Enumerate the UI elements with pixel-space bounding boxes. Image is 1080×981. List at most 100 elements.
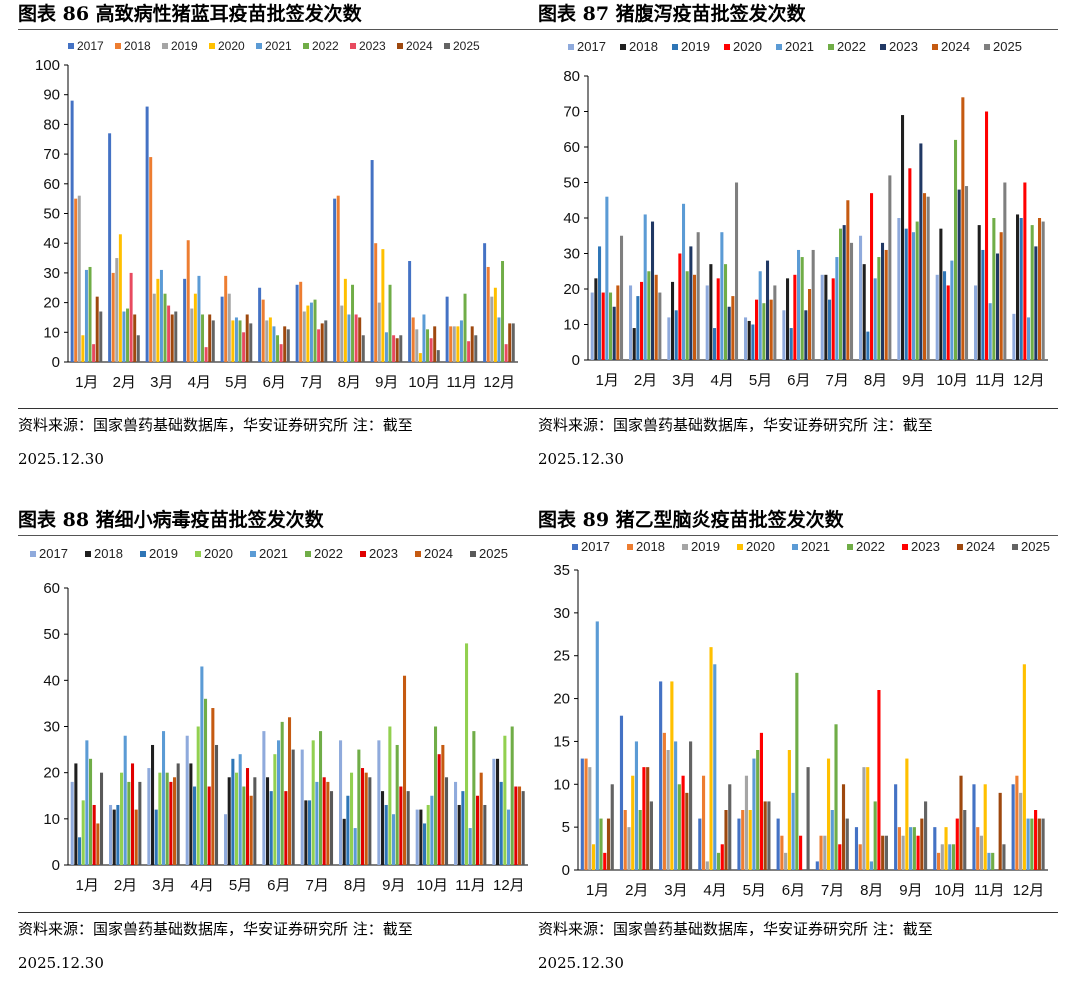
- legend-label: 2021: [265, 39, 292, 53]
- legend-swatch: [847, 544, 853, 550]
- bar: [866, 767, 870, 870]
- bar: [623, 810, 627, 870]
- y-tick-label: 80: [563, 68, 580, 85]
- x-tick-label: 5月: [225, 374, 248, 391]
- bar: [598, 246, 602, 360]
- bar: [418, 353, 422, 362]
- bar: [643, 214, 647, 360]
- bar: [174, 311, 178, 362]
- x-tick-label: 4月: [710, 372, 733, 389]
- bar: [828, 299, 832, 360]
- bar: [741, 810, 745, 870]
- y-tick-label: 40: [43, 235, 60, 252]
- y-tick-label: 10: [563, 317, 580, 334]
- bar: [324, 320, 328, 362]
- bar: [619, 235, 624, 360]
- bar: [444, 777, 449, 865]
- bar: [384, 332, 388, 362]
- legend-label: 2023: [889, 39, 918, 54]
- bar: [1030, 225, 1034, 360]
- bar: [346, 795, 350, 865]
- bar: [939, 228, 943, 360]
- bar-chart-87: 2017 2018 2019 2020 2021 2022 2023 2024 2025 0 10 2…: [563, 39, 1048, 389]
- bar: [99, 311, 103, 362]
- bar: [727, 306, 731, 360]
- bar: [490, 296, 494, 362]
- bar: [127, 781, 131, 865]
- y-tick-label: 25: [553, 648, 570, 665]
- bar: [908, 168, 912, 360]
- bar: [154, 809, 158, 865]
- bar: [339, 740, 343, 865]
- bar: [109, 804, 113, 865]
- legend-swatch: [984, 44, 990, 50]
- source-date-86: 2025.12.30: [18, 450, 104, 468]
- bar: [955, 818, 959, 870]
- bar: [231, 320, 235, 362]
- bar: [595, 621, 599, 870]
- bar: [894, 784, 898, 870]
- y-tick-label: 80: [43, 116, 60, 133]
- bar: [299, 281, 303, 362]
- bar: [249, 795, 253, 865]
- bar: [972, 784, 976, 870]
- y-tick-label: 40: [563, 210, 580, 227]
- bar: [475, 795, 480, 865]
- y-tick-label: 60: [43, 176, 60, 193]
- bar: [854, 827, 859, 870]
- bar: [169, 781, 173, 865]
- bar: [165, 772, 169, 865]
- bar: [791, 792, 795, 870]
- bar: [826, 758, 831, 870]
- y-tick-label: 10: [553, 776, 570, 793]
- bar: [454, 781, 458, 865]
- source-note-87: 资料来源：国家兽药基础数据库，华安证券研究所 注：截至: [538, 416, 933, 434]
- bar: [1026, 818, 1030, 870]
- title-divider: [538, 29, 1058, 30]
- legend-label: 2017: [577, 39, 606, 54]
- bar: [343, 278, 347, 362]
- bar: [496, 758, 500, 865]
- bar: [88, 266, 92, 362]
- legend-label: 2023: [911, 539, 940, 554]
- x-tick-label: 9月: [382, 877, 405, 894]
- bar: [897, 827, 901, 870]
- y-tick-label: 70: [43, 146, 60, 163]
- x-tick-label: 11月: [455, 877, 486, 894]
- bar: [701, 775, 706, 870]
- title-divider: [18, 29, 538, 30]
- x-tick-label: 12月: [483, 374, 515, 391]
- bar: [709, 264, 713, 360]
- bar: [1034, 810, 1038, 870]
- bar: [227, 293, 231, 362]
- bar: [603, 852, 607, 870]
- bar: [1019, 792, 1023, 870]
- y-tick-label: 50: [563, 175, 580, 192]
- x-tick-label: 1月: [595, 372, 618, 389]
- bar: [364, 772, 368, 865]
- bar: [350, 772, 354, 865]
- bar: [472, 731, 476, 865]
- bar: [716, 278, 720, 360]
- x-tick-label: 10月: [934, 882, 966, 899]
- source-note-86: 资料来源：国家兽药基础数据库，华安证券研究所 注：截至: [18, 416, 413, 434]
- bar: [130, 763, 135, 865]
- bar: [659, 681, 663, 870]
- bar: [311, 740, 315, 865]
- panel-chart-89: 图表 89 猪乙型脑炎疫苗批签发次数 2017 2018 2019 2020 2021 2…: [538, 506, 1058, 981]
- bar: [873, 278, 877, 360]
- bar: [85, 740, 89, 865]
- bar: [786, 278, 790, 360]
- bar: [395, 338, 399, 362]
- bar: [884, 835, 888, 870]
- bar-chart-88: 2017 2018 2019 2020 2021 2022 2023 2024 2025 0 10 2…: [30, 546, 528, 894]
- bar: [189, 763, 193, 865]
- bar: [950, 260, 954, 360]
- bar: [170, 314, 174, 362]
- bar: [459, 320, 463, 362]
- bar: [384, 804, 388, 865]
- y-tick-label: 30: [43, 719, 60, 736]
- legend-swatch: [85, 551, 91, 557]
- bar: [873, 801, 877, 870]
- x-tick-label: 3月: [150, 374, 173, 391]
